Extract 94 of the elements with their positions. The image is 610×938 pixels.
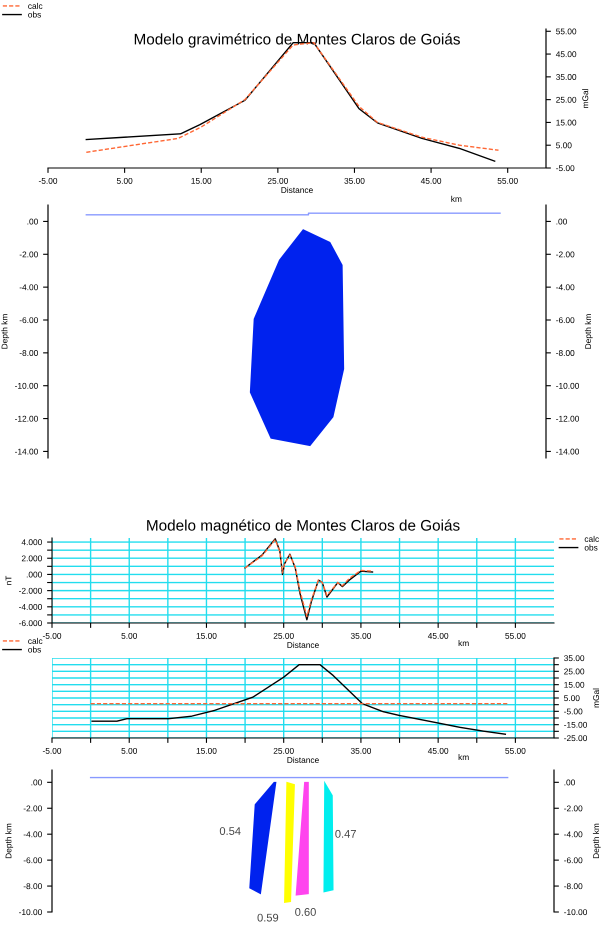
text: km	[458, 640, 469, 646]
y2-tick-label: 45.00	[556, 51, 576, 58]
x-tick-label: 5.00	[121, 632, 138, 639]
x-tick-label: 25.00	[268, 178, 288, 184]
y-axis-title: Depth km	[1, 314, 10, 349]
y-tick-label: -2.000	[19, 588, 42, 594]
x-tick-label: -5.00	[42, 748, 62, 754]
y-tick-label: 4.000	[22, 539, 42, 546]
y2-tick-label: -5.00	[564, 708, 582, 714]
y-tick-label: -4.000	[19, 604, 42, 610]
y2-tick-label: -2.00	[556, 251, 574, 258]
y2-tick-label: -10.00	[556, 382, 580, 389]
y2-tick-label: -5.00	[556, 165, 574, 172]
y-tick-label: -2.00	[20, 251, 38, 258]
annotation: 0.54	[220, 827, 241, 835]
y-tick-label: .00	[31, 780, 42, 786]
y2-tick-label: 55.00	[556, 28, 576, 34]
y-tick-label: .00	[27, 218, 38, 225]
annotation: 0.47	[335, 830, 356, 838]
y2-tick-label: 25.00	[564, 668, 584, 674]
y2-tick-label: -8.00	[556, 350, 574, 356]
y2-tick-label: 5.00	[556, 142, 572, 148]
y2-tick-label: 5.00	[564, 695, 580, 702]
y2-axis-title: mGal	[592, 688, 600, 708]
y-tick-label: -12.00	[15, 416, 38, 422]
x-tick-label: 55.00	[505, 748, 526, 754]
x-tick-label: 35.00	[344, 178, 365, 184]
x-tick-label: 45.00	[428, 632, 448, 639]
x-tick-label: 45.00	[428, 748, 448, 754]
y2-tick-label: 35.00	[556, 74, 576, 80]
x-tick-label: 55.00	[505, 632, 526, 639]
y-tick-label: -4.00	[24, 831, 42, 838]
y-tick-label: -6.000	[19, 620, 42, 626]
legend-label: calc	[584, 536, 599, 542]
y-tick-label: -2.00	[24, 805, 42, 812]
x-axis-title: Distance	[287, 642, 319, 648]
legend-label: obs	[28, 646, 41, 653]
y2-tick-label: -4.00	[564, 831, 582, 838]
legend-label: calc	[28, 638, 42, 644]
x-tick-label: 5.00	[116, 178, 132, 184]
x-tick-label: 55.00	[498, 178, 518, 184]
x-tick-label: 25.00	[274, 632, 294, 639]
x-tick-label: -5.00	[42, 632, 62, 639]
line-series	[91, 664, 506, 735]
legend-label: obs	[584, 544, 598, 551]
y2-tick-label: -14.00	[556, 448, 580, 455]
y-tick-label: -10.00	[15, 382, 38, 389]
y2-tick-label: 35.00	[564, 655, 584, 662]
x-tick-label: 25.00	[274, 748, 294, 754]
y-tick-label: -8.00	[20, 350, 38, 356]
y-tick-label: -6.00	[20, 317, 38, 324]
y2-tick-label: 15.00	[556, 120, 576, 126]
x-axis-title: Distance	[287, 756, 319, 763]
y2-tick-label: -6.00	[556, 317, 574, 324]
y-axis-title: Depth km	[5, 824, 14, 858]
y-tick-label: -10.00	[19, 909, 42, 916]
y2-axis-title: Depth km	[592, 824, 601, 858]
y-tick-label: -8.00	[24, 883, 42, 890]
x-tick-label: 15.00	[196, 632, 217, 639]
x-tick-label: 15.00	[196, 748, 217, 754]
y2-tick-label: .00	[556, 218, 567, 225]
y2-tick-label: -2.00	[564, 805, 582, 812]
y2-tick-label: -6.00	[564, 857, 582, 864]
text: 0.59	[257, 914, 278, 922]
y2-tick-label: -8.00	[564, 883, 582, 890]
y2-axis-title: Depth km	[584, 314, 593, 349]
y2-axis-title: mGal	[582, 89, 588, 108]
y2-tick-label: 25.00	[556, 96, 576, 103]
y2-tick-label: -10.00	[564, 909, 588, 916]
y-tick-label: .000	[26, 572, 42, 578]
legend-label: calc	[28, 2, 42, 9]
x-axis-title: Distance	[281, 186, 313, 193]
y2-tick-label: -15.00	[564, 722, 588, 728]
text: km	[458, 754, 469, 760]
x-tick-label: 35.00	[350, 632, 372, 639]
y-tick-label: -6.00	[24, 857, 42, 864]
x-tick-label: 5.00	[121, 748, 138, 754]
y2-tick-label: 15.00	[564, 682, 584, 688]
y-tick-label: -4.00	[20, 284, 38, 290]
x-tick-label: 35.00	[350, 748, 372, 754]
y2-tick-label: -25.00	[564, 735, 588, 742]
chart-title: Modelo magnético de Montes Claros de Goiás	[147, 519, 460, 534]
x-tick-label: -5.00	[38, 178, 58, 184]
y2-tick-label: -12.00	[556, 416, 580, 422]
y2-tick-label: .00	[564, 780, 575, 786]
annotation: 0.60	[295, 908, 316, 916]
text: km	[451, 196, 462, 202]
y-tick-label: -14.00	[15, 448, 38, 455]
x-tick-label: 45.00	[420, 178, 442, 184]
x-tick-label: 15.00	[191, 178, 212, 184]
y2-tick-label: -4.00	[556, 284, 574, 290]
legend-label: obs	[28, 11, 41, 18]
y-axis-title: nT	[6, 576, 12, 585]
y-tick-label: 2.000	[22, 555, 42, 562]
